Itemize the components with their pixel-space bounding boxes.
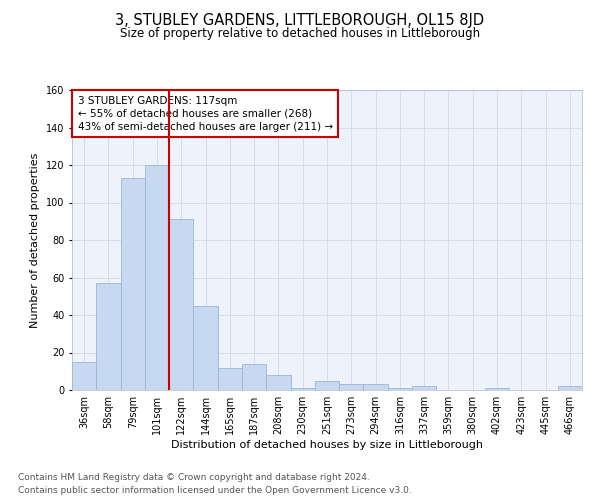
Bar <box>388 388 412 390</box>
Bar <box>193 306 218 390</box>
Bar <box>290 388 315 390</box>
Text: Contains HM Land Registry data © Crown copyright and database right 2024.
Contai: Contains HM Land Registry data © Crown c… <box>18 474 412 495</box>
Bar <box>145 165 169 390</box>
Bar <box>485 388 509 390</box>
Y-axis label: Number of detached properties: Number of detached properties <box>31 152 40 328</box>
Bar <box>315 380 339 390</box>
Bar <box>412 386 436 390</box>
Bar <box>339 384 364 390</box>
Bar <box>266 375 290 390</box>
Bar <box>169 220 193 390</box>
Bar <box>121 178 145 390</box>
Text: 3, STUBLEY GARDENS, LITTLEBOROUGH, OL15 8JD: 3, STUBLEY GARDENS, LITTLEBOROUGH, OL15 … <box>115 12 485 28</box>
Bar <box>72 362 96 390</box>
Bar <box>364 384 388 390</box>
Bar <box>96 283 121 390</box>
X-axis label: Distribution of detached houses by size in Littleborough: Distribution of detached houses by size … <box>171 440 483 450</box>
Bar <box>558 386 582 390</box>
Bar <box>242 364 266 390</box>
Text: 3 STUBLEY GARDENS: 117sqm
← 55% of detached houses are smaller (268)
43% of semi: 3 STUBLEY GARDENS: 117sqm ← 55% of detac… <box>77 96 332 132</box>
Text: Size of property relative to detached houses in Littleborough: Size of property relative to detached ho… <box>120 28 480 40</box>
Bar <box>218 368 242 390</box>
